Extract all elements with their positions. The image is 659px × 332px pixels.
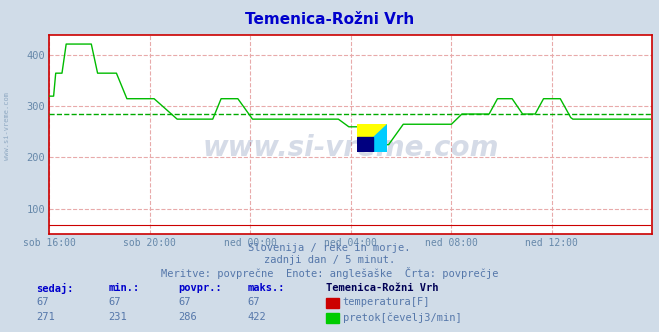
Text: 67: 67 [247, 297, 260, 307]
Polygon shape [357, 124, 387, 152]
Text: Slovenija / reke in morje.: Slovenija / reke in morje. [248, 243, 411, 253]
Text: 271: 271 [36, 312, 55, 322]
Text: Temenica-Rožni Vrh: Temenica-Rožni Vrh [326, 283, 439, 293]
Text: 286: 286 [178, 312, 196, 322]
Polygon shape [357, 124, 387, 152]
Text: maks.:: maks.: [247, 283, 285, 293]
Text: povpr.:: povpr.: [178, 283, 221, 293]
Text: sedaj:: sedaj: [36, 283, 74, 294]
Bar [357, 137, 373, 152]
Text: zadnji dan / 5 minut.: zadnji dan / 5 minut. [264, 255, 395, 265]
Text: 422: 422 [247, 312, 266, 322]
Text: min.:: min.: [109, 283, 140, 293]
Text: 67: 67 [36, 297, 49, 307]
Text: 67: 67 [178, 297, 190, 307]
Text: 231: 231 [109, 312, 127, 322]
Text: pretok[čevelj3/min]: pretok[čevelj3/min] [343, 312, 461, 323]
Text: www.si-vreme.com: www.si-vreme.com [203, 134, 499, 162]
Text: Temenica-Rožni Vrh: Temenica-Rožni Vrh [245, 12, 414, 27]
Text: 67: 67 [109, 297, 121, 307]
Text: Meritve: povprečne  Enote: anglešaške  Črta: povprečje: Meritve: povprečne Enote: anglešaške Črt… [161, 267, 498, 279]
Text: temperatura[F]: temperatura[F] [343, 297, 430, 307]
Text: www.si-vreme.com: www.si-vreme.com [3, 92, 10, 160]
